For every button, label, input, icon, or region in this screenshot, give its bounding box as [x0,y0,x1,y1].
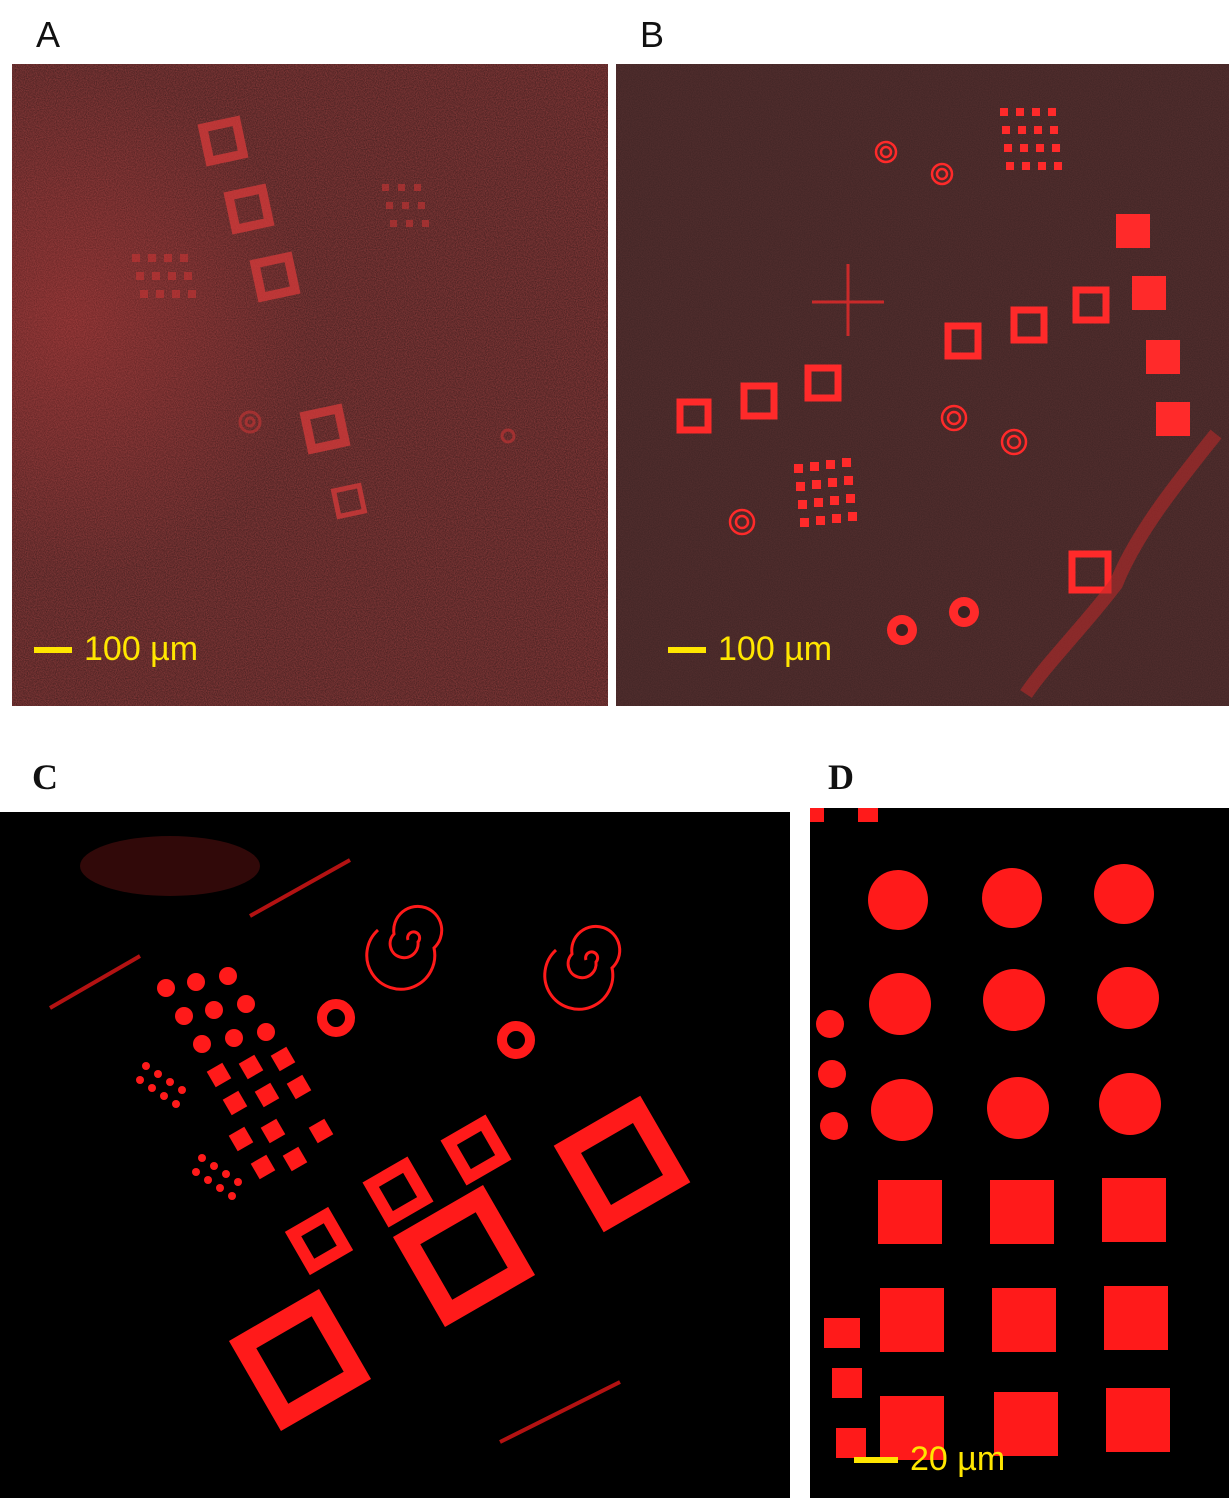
scale-bar-d: 20 µm [854,1440,1005,1479]
micrograph-a: 100 µm [12,64,608,706]
scale-bar-line [668,646,706,653]
scale-bar-label: 100 µm [718,630,833,668]
scale-bar-b: 100 µm [668,630,832,669]
micrograph-a-image [12,64,608,706]
micrograph-b-image [616,64,1229,706]
micrograph-c [0,812,790,1498]
scale-bar-label: 100 µm [84,630,199,668]
micrograph-d: 20 µm [810,808,1229,1498]
micrograph-d-image [810,808,1229,1498]
panel-label-c: C [32,757,58,797]
panel-label-d: D [828,757,854,797]
panel-label-a: A [36,14,61,55]
panel-label-b: B [640,14,665,55]
micrograph-b: 100 µm [616,64,1229,706]
scale-bar-label: 20 µm [910,1440,1006,1478]
scale-bar-a: 100 µm [34,630,198,669]
micrograph-c-image [0,812,790,1498]
scale-bar-line [34,646,72,653]
scale-bar-line [854,1456,898,1463]
